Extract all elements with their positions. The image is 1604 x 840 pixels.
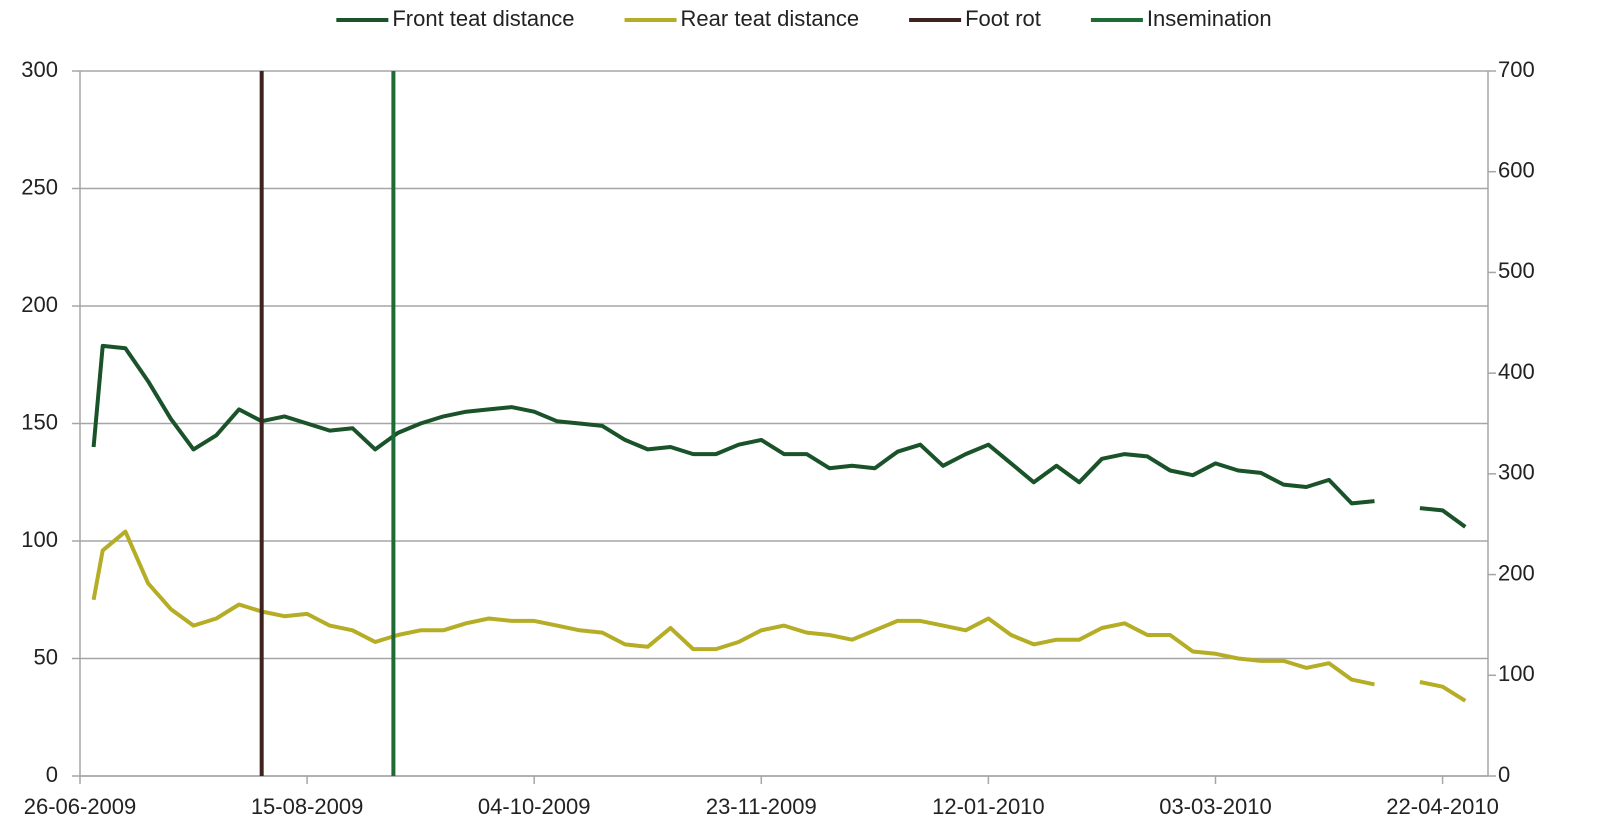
x-tick-label: 12-01-2010 — [932, 794, 1045, 819]
y-tick-label: 200 — [21, 292, 58, 317]
x-tick-label: 03-03-2010 — [1159, 794, 1272, 819]
y-tick-label: 300 — [21, 57, 58, 82]
y-tick-label: 50 — [34, 644, 58, 669]
series-line — [91, 529, 1467, 703]
y2-tick-label: 100 — [1498, 661, 1535, 686]
x-tick-label: 04-10-2009 — [478, 794, 591, 819]
y-tick-label: 0 — [46, 762, 58, 787]
series-line — [91, 343, 1467, 529]
x-tick-label: 22-04-2010 — [1386, 794, 1499, 819]
y2-tick-label: 200 — [1498, 560, 1535, 585]
legend-label: Front teat distance — [392, 6, 574, 31]
legend-label: Foot rot — [965, 6, 1041, 31]
y-tick-label: 150 — [21, 409, 58, 434]
y2-tick-label: 700 — [1498, 57, 1535, 82]
legend-label: Rear teat distance — [681, 6, 860, 31]
y-tick-label: 100 — [21, 527, 58, 552]
legend-label: Insemination — [1147, 6, 1272, 31]
x-tick-label: 15-08-2009 — [251, 794, 364, 819]
y-tick-label: 250 — [21, 174, 58, 199]
x-tick-label: 26-06-2009 — [24, 794, 137, 819]
y2-tick-label: 300 — [1498, 460, 1535, 485]
y2-tick-label: 0 — [1498, 762, 1510, 787]
y2-tick-label: 500 — [1498, 258, 1535, 283]
y2-tick-label: 400 — [1498, 359, 1535, 384]
x-tick-label: 23-11-2009 — [706, 794, 817, 819]
y2-tick-label: 600 — [1498, 158, 1535, 183]
